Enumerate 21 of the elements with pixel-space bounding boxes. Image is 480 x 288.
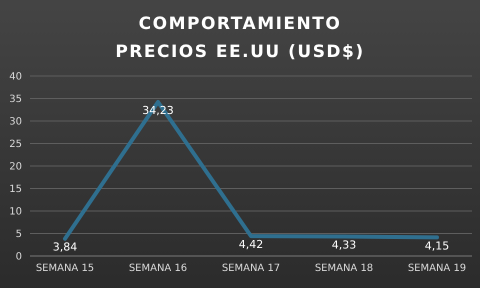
y-tick-label: 10 <box>9 206 22 218</box>
chart-title: COMPORTAMIENTO PRECIOS EE.UU (USD$) <box>114 13 366 64</box>
x-tick-label: SEMANA 15 <box>36 263 94 274</box>
y-tick-label: 25 <box>9 139 22 150</box>
y-tick-label: 0 <box>16 252 22 263</box>
x-tick-label: SEMANA 19 <box>408 263 466 274</box>
x-tick-label: SEMANA 17 <box>222 263 280 274</box>
y-tick-label: 40 <box>9 72 22 83</box>
y-tick-label: 35 <box>9 94 22 106</box>
data-label: 4,15 <box>424 239 450 252</box>
y-tick-label: 5 <box>16 229 22 240</box>
data-label: 34,23 <box>142 104 174 117</box>
y-tick-label: 15 <box>9 184 22 196</box>
x-tick-label: SEMANA 16 <box>128 263 188 274</box>
x-tick-label: SEMANA 18 <box>314 263 374 274</box>
data-label: 3,84 <box>52 240 78 254</box>
data-label: 4,33 <box>332 238 356 252</box>
y-tick-label: 20 <box>9 162 22 173</box>
data-label: 4,42 <box>238 238 264 252</box>
line-series <box>63 100 439 241</box>
y-tick-label: 30 <box>9 116 22 128</box>
